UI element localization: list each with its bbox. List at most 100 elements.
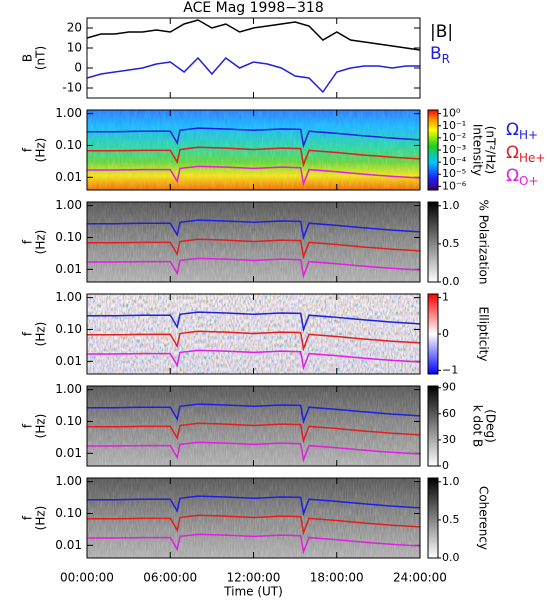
plot-frame <box>86 201 421 283</box>
colorbar-tick-label: 10⁰ <box>442 107 461 120</box>
y-axis-label: B <box>21 54 35 62</box>
colorbar <box>427 109 439 191</box>
series-line <box>87 403 420 425</box>
series-line <box>87 127 420 149</box>
legend-subscript: O+ <box>519 174 539 188</box>
colorbar-label: Coherency <box>477 486 491 550</box>
series-line <box>87 19 420 51</box>
colorbar-tick-label: 0.5 <box>442 237 460 250</box>
colorbar-tick-label: 1.0 <box>442 475 460 488</box>
legend-entry: ΩH+ <box>506 120 538 142</box>
legend-subscript: H+ <box>519 128 538 142</box>
series-line <box>87 165 420 187</box>
series-line <box>87 238 420 260</box>
legend-name: Ω <box>506 166 519 186</box>
colorbar-label: % Polarization <box>477 200 491 285</box>
y-axis-label: (nT) <box>34 46 48 70</box>
legend-entry: |B| <box>430 22 453 42</box>
y-tick-label: 0.10 <box>55 506 82 520</box>
series-line <box>87 56 420 94</box>
y-tick-label: 0.10 <box>55 230 82 244</box>
series-line <box>87 441 420 463</box>
y-axis-label: f <box>21 239 35 244</box>
colorbar-label: (nT²/Hz) <box>484 126 498 174</box>
plot-frame <box>86 385 421 467</box>
y-tick-label: 0.01 <box>55 538 82 552</box>
colorbar-label: Intensity <box>471 124 485 176</box>
y-axis-label: (Hz) <box>34 230 48 255</box>
colorbar-tick-label: 60 <box>442 407 456 420</box>
colorbar-tick-label: 10⁻⁶ <box>442 179 467 192</box>
colorbar-label: Ellipticity <box>477 307 491 362</box>
legend-entry: ΩHe+ <box>506 143 545 165</box>
colorbar-label: k dot B <box>471 405 485 447</box>
legend-name: B <box>430 44 442 64</box>
y-tick-label: 10 <box>67 41 82 55</box>
colorbar <box>427 477 439 559</box>
y-axis-label: f <box>21 423 35 428</box>
y-tick-label: 0.01 <box>55 446 82 460</box>
x-tick-label: 00:00:00 <box>60 571 114 585</box>
series-line <box>87 495 420 517</box>
colorbar-label: (Deg) <box>484 409 498 443</box>
y-axis-label: (Hz) <box>34 506 48 531</box>
x-axis-label: Time (UT) <box>223 585 283 599</box>
y-tick-label: 0.10 <box>55 138 82 152</box>
series-line <box>87 257 420 279</box>
y-tick-label: 1.00 <box>55 382 82 396</box>
colorbar-tick-label: 10⁻² <box>442 131 466 144</box>
x-tick-label: 06:00:00 <box>143 571 197 585</box>
series-line <box>87 219 420 241</box>
colorbar-tick-label: 10⁻⁵ <box>442 167 466 180</box>
colorbar-tick-label: 30 <box>442 433 456 446</box>
legend-name: Ω <box>506 143 519 163</box>
colorbar-tick-label: 0.0 <box>442 551 460 564</box>
y-axis-label: f <box>21 515 35 520</box>
series-line <box>87 349 420 371</box>
plot-frame <box>86 17 421 99</box>
y-tick-label: 0.01 <box>55 354 82 368</box>
colorbar-tick-label: 10⁻¹ <box>442 119 466 132</box>
y-tick-label: 0.01 <box>55 170 82 184</box>
x-tick-label: 24:00:00 <box>393 571 447 585</box>
y-axis-label: (Hz) <box>34 138 48 163</box>
colorbar-tick-label: 0 <box>442 459 449 472</box>
colorbar-tick-label: −1 <box>442 363 458 376</box>
legend-subscript: R <box>442 52 450 66</box>
legend-entry: ΩO+ <box>506 166 539 188</box>
plot-frame <box>86 293 421 375</box>
y-axis-label: (Hz) <box>34 414 48 439</box>
colorbar-tick-label: 0.5 <box>442 513 460 526</box>
legend-subscript: He+ <box>519 151 545 165</box>
series-line <box>87 146 420 168</box>
y-tick-label: 1.00 <box>55 290 82 304</box>
colorbar-tick-label: 0.0 <box>442 275 460 288</box>
chart-title: ACE Mag 1998−318 <box>183 0 323 16</box>
plot-frame <box>86 109 421 191</box>
colorbar <box>427 293 439 375</box>
colorbar-tick-label: 10⁻⁴ <box>442 155 467 168</box>
plot-frame <box>86 477 421 559</box>
y-tick-label: 0.10 <box>55 322 82 336</box>
colorbar-tick-label: 0 <box>442 327 449 340</box>
y-axis-label: (Hz) <box>34 322 48 347</box>
colorbar-tick-label: 1 <box>442 291 449 304</box>
y-tick-label: -10 <box>62 81 82 95</box>
colorbar-tick-label: 90 <box>442 381 456 394</box>
colorbar <box>427 201 439 283</box>
series-line <box>87 311 420 333</box>
series-line <box>87 330 420 352</box>
colorbar-tick-label: 10⁻³ <box>442 143 466 156</box>
y-axis-label: f <box>21 331 35 336</box>
series-line <box>87 533 420 555</box>
y-tick-label: 1.00 <box>55 198 82 212</box>
series-line <box>87 422 420 444</box>
x-tick-label: 18:00:00 <box>310 571 364 585</box>
y-tick-label: 0.10 <box>55 414 82 428</box>
legend-name: |B| <box>430 22 453 42</box>
legend-entry: BR <box>430 44 450 66</box>
colorbar <box>427 385 439 467</box>
colorbar-tick-label: 1.0 <box>442 199 460 212</box>
y-tick-label: 1.00 <box>55 106 82 120</box>
